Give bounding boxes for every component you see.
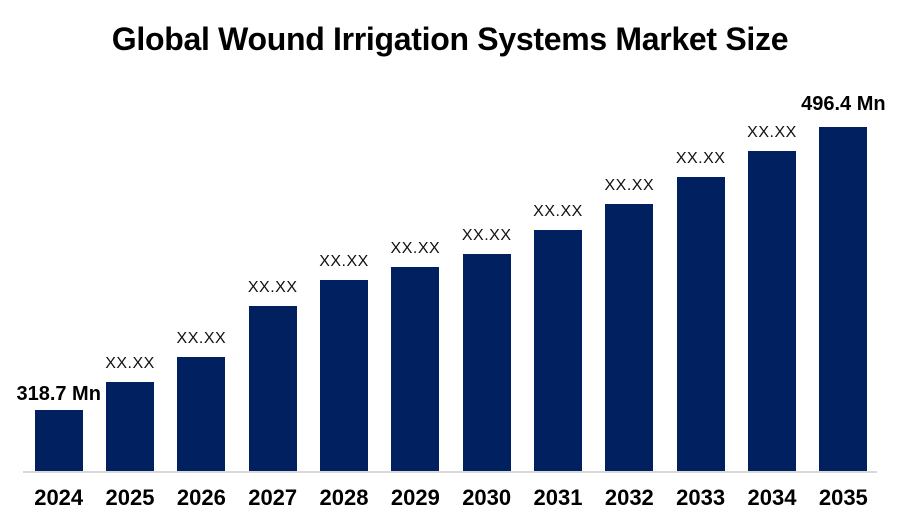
x-axis-tick-label-2031: 2031 (533, 485, 583, 510)
bar-value-label-2026: XX.XX (176, 330, 227, 347)
bar-value-label-2033: XX.XX (675, 150, 726, 167)
bar-value-label-2028: XX.XX (319, 253, 369, 270)
bar-value-label-2030: XX.XX (461, 227, 512, 244)
x-axis-tick-label-2030: 2030 (462, 485, 512, 510)
bar-value-label-2034: XX.XX (747, 124, 797, 141)
chart-title: Global Wound Irrigation Systems Market S… (111, 21, 789, 57)
bar-2025 (106, 382, 155, 471)
bar-2028 (320, 280, 369, 471)
bar-2024 (34, 410, 83, 471)
x-axis-tick-label-2026: 2026 (176, 485, 226, 510)
x-axis-tick-label-2027: 2027 (248, 485, 298, 510)
x-axis-tick-label-2024: 2024 (34, 485, 84, 510)
x-axis-tick-label-2033: 2033 (676, 485, 726, 510)
bar-value-label-2031: XX.XX (533, 203, 583, 220)
bar-2033 (676, 177, 725, 471)
bar-2027 (248, 306, 297, 471)
bar-value-label-2027: XX.XX (247, 279, 298, 296)
x-axis-tick-label-2028: 2028 (319, 485, 369, 510)
x-axis-tick-label-2029: 2029 (390, 485, 440, 510)
bar-2034 (748, 151, 796, 471)
bar-2032 (605, 204, 654, 471)
bar-2035 (819, 127, 868, 471)
x-axis-tick-label-2034: 2034 (747, 485, 797, 510)
bar-value-label-2025: XX.XX (105, 355, 155, 372)
x-axis-tick-label-2032: 2032 (604, 485, 654, 510)
bar-value-label-2032: XX.XX (604, 177, 655, 194)
bar-value-label-2024: 318.7 Mn (16, 383, 101, 405)
bar-value-label-2035: 496.4 Mn (801, 93, 886, 115)
x-axis-line (23, 471, 877, 473)
bar-value-label-2029: XX.XX (390, 240, 441, 257)
x-axis-tick-label-2035: 2035 (818, 485, 868, 510)
bar-2030 (462, 254, 511, 471)
bar-2029 (391, 267, 440, 471)
bar-2031 (534, 230, 582, 471)
x-axis-tick-label-2025: 2025 (105, 485, 155, 510)
bar-2026 (177, 357, 226, 471)
